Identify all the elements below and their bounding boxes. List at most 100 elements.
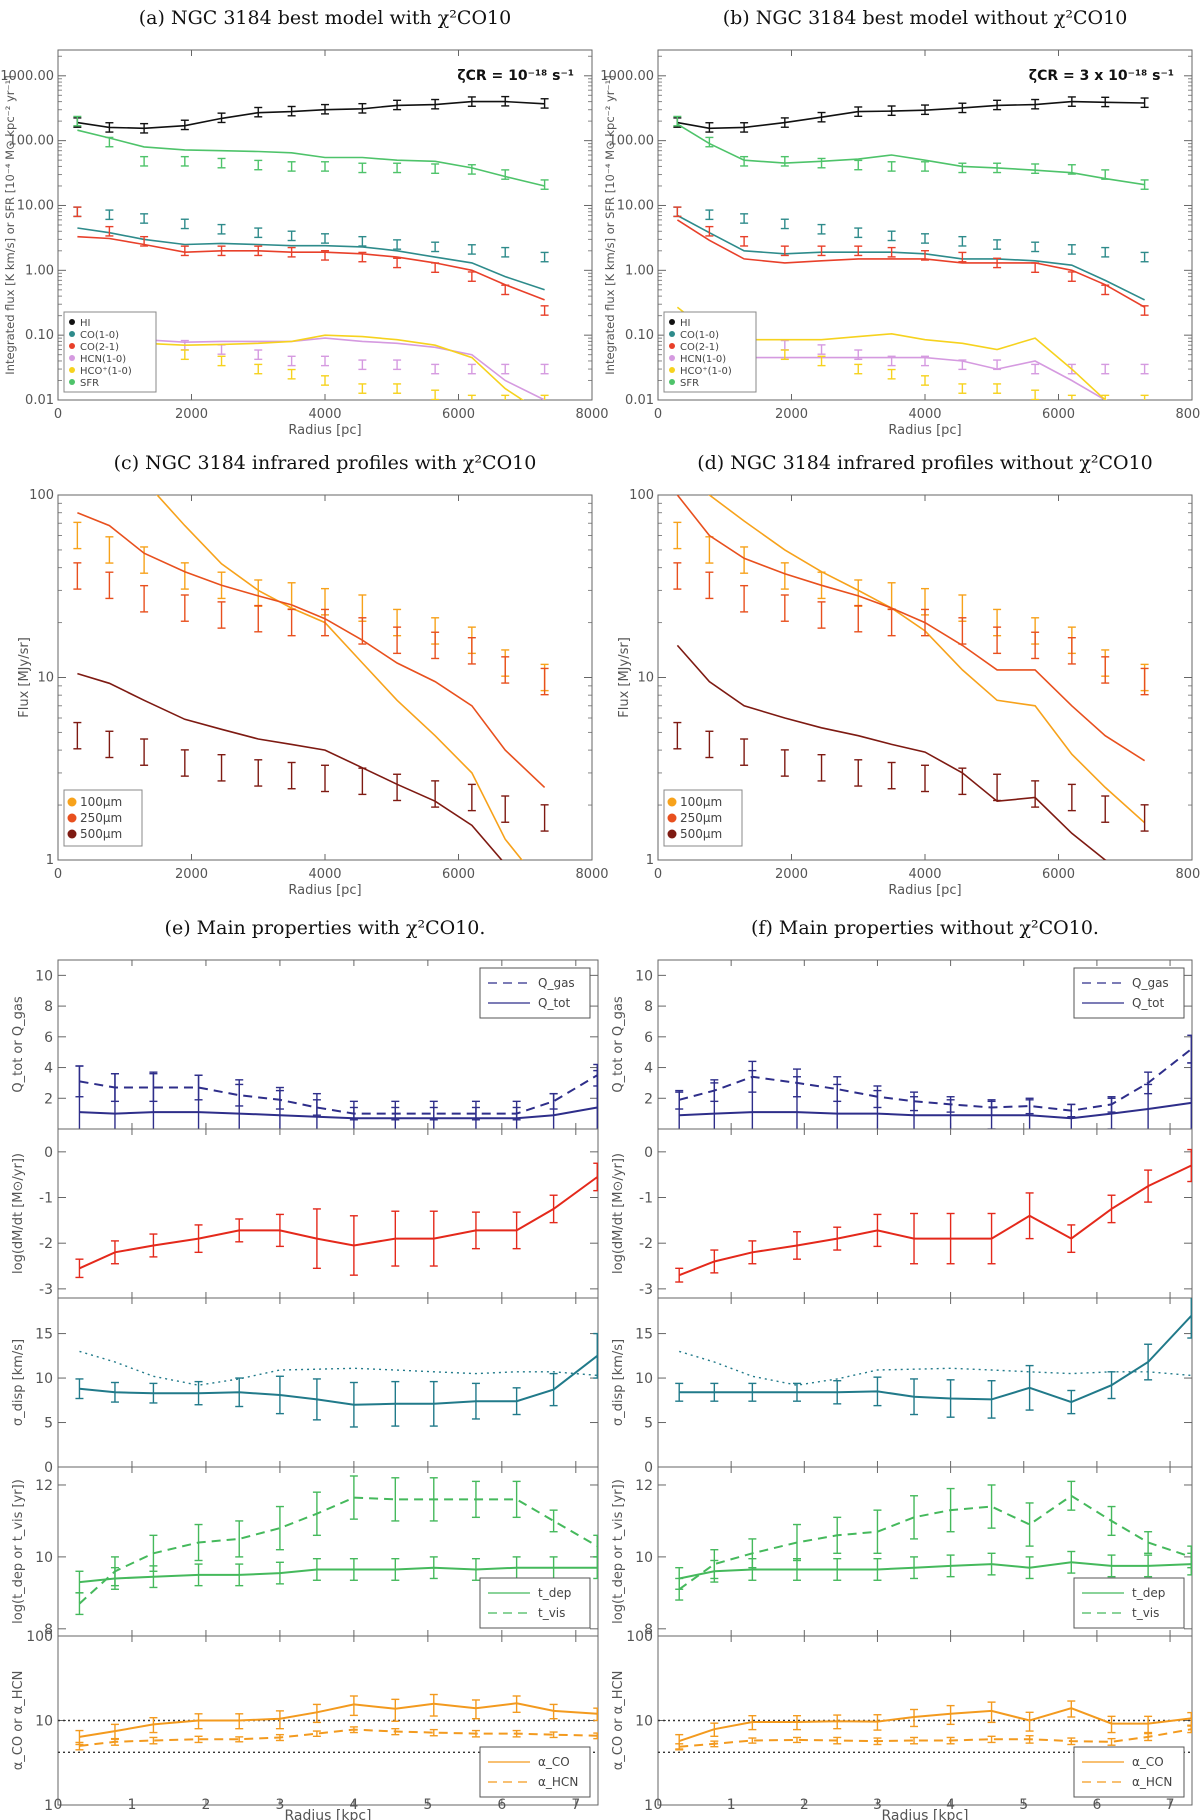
x-tick-label-d: 8000 [1175,867,1200,882]
y-tick-label-f: -2 [639,1236,653,1252]
y-axis-label-e-0: Q_tot or Q_gas [11,996,26,1092]
y-tick-label-e: 100 [26,1629,53,1645]
subpanel-f-1: 0 -1 -2 -3 log(dM/dt [M⊙/yr]) [611,1128,1193,1299]
y-tick-label-f: 10 [635,1714,653,1730]
series-line-α_HCN [679,1728,1192,1748]
annotation-b: ζCR = 3 x 10⁻¹⁸ s⁻¹ [1029,68,1174,84]
series-line-σ_model [678,1350,1192,1386]
legend-label-a: HI [80,318,90,329]
x-tick-label-d: 4000 [908,867,941,882]
x-axis-label-d: Radius [pc] [888,883,961,898]
y-tick-label-b: 1.00 [625,263,654,278]
series-group-b [673,96,1149,400]
chart-b: (b) NGC 3184 best model without χ²CO10 0 2… [600,7,1200,438]
legend-marker-b [669,355,675,361]
legend-label-a: CO(1-0) [80,330,119,341]
legend-box [1073,1746,1185,1798]
chart-d: (d) NGC 3184 infrared profiles without χ… [617,452,1200,898]
series-group [675,1148,1192,1283]
series-line-α_CO [678,1707,1192,1743]
legend-label-a: SFR [80,378,99,389]
legend-label-c: 250μm [80,811,122,825]
legend-label-b: HI [680,318,690,329]
y-tick-label-e: 10 [35,1371,53,1387]
y-tick-label-a: 10.00 [17,198,54,213]
y-axis-label-d: Flux [MJy/sr] [617,637,632,718]
series-line-Q_gas [79,1074,598,1115]
chart-f: (f) Main properties without χ²CO10.24681… [611,917,1193,1820]
legend-label-b: CO(2-1) [680,342,719,353]
chart-title-a: (a) NGC 3184 best model with χ²CO10 [139,7,511,29]
legend-box [479,1577,591,1629]
legend-box [1073,1577,1185,1629]
y-tick-label-e: 10 [35,1550,53,1566]
x-axis-label-c: Radius [pc] [288,883,361,898]
series-line-dM/dt [79,1176,598,1270]
plot-frame-d [657,494,1193,861]
y-tick-label-f: 12 [635,1478,653,1494]
legend-label: α_HCN [538,1775,578,1789]
plot-frame-b [657,49,1193,401]
legend-label-a: HCO⁺(1-0) [80,366,132,377]
series-line-dM/dt [678,1164,1192,1277]
model-line-SFR [77,129,545,187]
x-axis-label-a: Radius [pc] [288,423,361,438]
y-tick-label-b: 1000.00 [600,69,654,84]
legend-label-b: HCO⁺(1-0) [680,366,732,377]
x-tick-label-d: 0 [654,867,662,882]
x-tick-label-e: 4 [349,1797,358,1813]
y-tick-label-e: 6 [44,1030,53,1046]
y-tick-label-e: 0 [44,1145,53,1161]
legend-label-c: 100μm [80,795,122,809]
y-axis-label-e-1: log(dM/dt [M⊙/yr]) [11,1153,26,1274]
y-axis-label-c: Flux [MJy/sr] [17,637,32,718]
y-tick-label-e: 10 [35,968,53,984]
series-group [675,1700,1192,1751]
legend-label: t_dep [538,1586,571,1600]
x-tick-label-e: 0 [54,1797,63,1813]
y-tick-label-f: 10 [635,1550,653,1566]
y-tick-label-f: 0 [644,1460,653,1476]
legend-box [1073,967,1185,1019]
series-line-t_vis [678,1494,1192,1591]
model-line-HI [77,100,545,130]
series-group [675,1480,1192,1601]
y-tick-label-e: 4 [44,1061,53,1077]
y-tick-label-a: 1000.00 [0,69,54,84]
legend-box-d [663,789,743,847]
x-tick-label-c: 4000 [308,867,341,882]
x-tick-label-b: 8000 [1175,407,1200,422]
legend-marker-c [67,797,77,807]
x-tick-label-a: 8000 [575,407,608,422]
legend-label: α_CO [1132,1755,1164,1769]
series-group [75,1063,598,1129]
chart-title-d: (d) NGC 3184 infrared profiles without χ… [697,452,1153,474]
subpanel-e-1: 0 -1 -2 -3 log(dM/dt [M⊙/yr]) [11,1128,599,1299]
x-tick-label-e: 1 [128,1797,137,1813]
x-tick-label-e: 3 [275,1797,284,1813]
legend-label: Q_gas [1132,976,1169,990]
x-tick-label-d: 2000 [775,867,808,882]
x-tick-label-e: 2 [201,1797,210,1813]
legend-marker-d [667,813,677,823]
legend-marker-d [667,797,677,807]
series-line-σ_model [79,1350,598,1386]
x-tick-label-a: 4000 [308,407,341,422]
annotation-a: ζCR = 10⁻¹⁸ s⁻¹ [457,68,574,84]
x-tick-label-b: 4000 [908,407,941,422]
x-tick-label-f: 7 [1166,1797,1175,1813]
chart-title-c: (c) NGC 3184 infrared profiles with χ²CO… [114,452,537,474]
legend-marker-b [669,379,675,385]
y-tick-label-b: 0.01 [625,393,654,408]
x-axis-label-f: Radius [kpc] [881,1808,968,1820]
x-tick-label-e: 7 [571,1797,580,1813]
y-tick-label-d: 1 [646,853,654,868]
legend-marker-a [69,343,75,349]
x-tick-label-f: 4 [946,1797,955,1813]
y-axis-label-b: Integrated flux [K km/s] or SFR [10⁻⁴ M⊙… [603,75,617,374]
y-tick-label-f: 6 [644,1030,653,1046]
legend-label: t_dep [1132,1586,1165,1600]
y-axis-label-f-2: σ_disp [km/s] [611,1339,626,1426]
legend-marker-b [669,367,675,373]
